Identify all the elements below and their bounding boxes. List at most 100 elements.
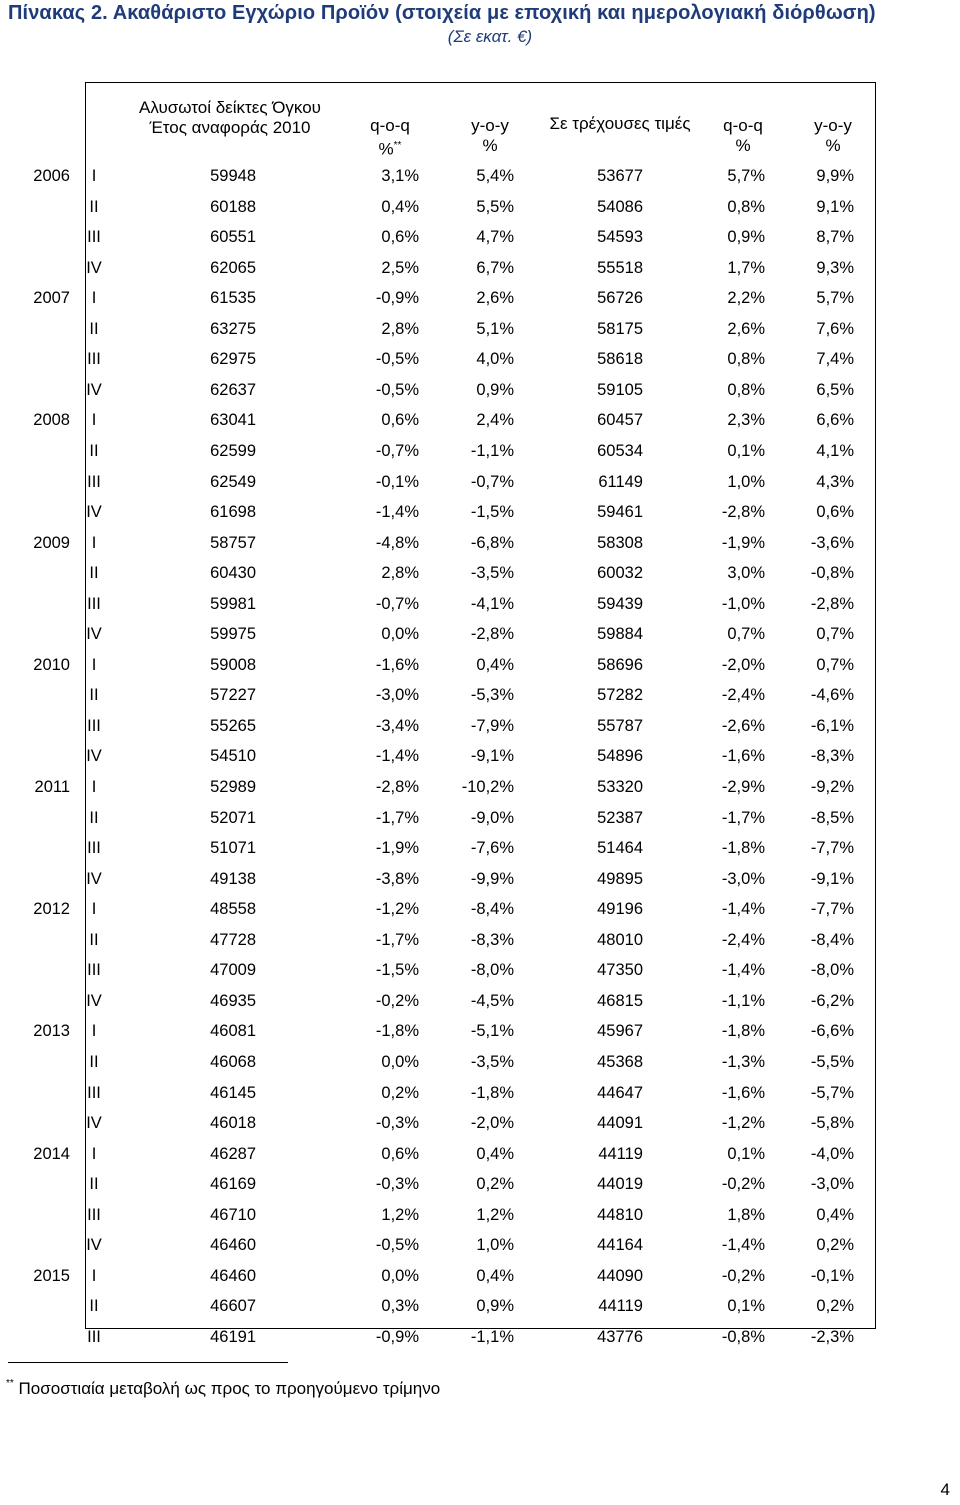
row-quarter: III [87,1206,101,1224]
row-volume-value: 51071 [210,839,256,857]
row-volume-qoq: -0,3% [375,1175,419,1193]
row-volume-yoy: 5,1% [476,320,514,338]
row-current-value: 59461 [597,503,643,521]
row-current-yoy: -9,1% [810,870,854,888]
row-current-value: 51464 [597,839,643,857]
row-current-qoq: 0,1% [727,1297,765,1315]
header-current-yoy-line2: % [825,136,841,155]
row-current-value: 54086 [597,198,643,216]
footnote-mark: ** [6,1378,14,1389]
row-year [0,1169,70,1199]
row-volume-yoy: 0,4% [476,1145,514,1163]
row-volume-qoq: -3,4% [375,717,419,735]
row-volume-yoy: -7,9% [470,717,514,735]
row-current-yoy: -0,8% [810,564,854,582]
row-current-value: 44810 [597,1206,643,1224]
row-current-value: 59439 [597,595,643,613]
row-current-yoy: -6,1% [810,717,854,735]
row-current-qoq: -2,4% [721,931,765,949]
row-volume-value: 62975 [210,350,256,368]
row-year [0,589,70,619]
row-volume-yoy: -1,1% [470,1328,514,1346]
row-volume-qoq: 0,6% [381,228,419,246]
row-volume-value: 60551 [210,228,256,246]
row-current-qoq: -1,4% [721,1236,765,1254]
row-current-yoy: -6,6% [810,1022,854,1040]
row-volume-qoq: -1,6% [375,656,419,674]
row-volume-qoq: -1,7% [375,809,419,827]
row-current-value: 54896 [597,747,643,765]
row-current-value: 44090 [597,1267,643,1285]
row-volume-yoy: 4,0% [476,350,514,368]
row-current-yoy: 4,1% [816,442,854,460]
row-year [0,467,70,497]
row-current-yoy: -2,3% [810,1328,854,1346]
row-year [0,222,70,252]
row-volume-qoq: 2,8% [381,320,419,338]
row-current-yoy: -3,6% [810,534,854,552]
row-volume-qoq: 0,4% [381,198,419,216]
row-volume-yoy: -9,1% [470,747,514,765]
row-current-qoq: 5,7% [727,167,765,185]
row-quarter: II [89,809,99,827]
row-current-yoy: 9,1% [816,198,854,216]
row-quarter: IV [86,259,102,277]
header-volume-index-line2: Έτος αναφοράς 2010 [149,118,311,137]
row-current-yoy: 0,2% [816,1297,854,1315]
row-current-value: 57282 [597,686,643,704]
row-year: 2007 [33,289,70,307]
row-current-qoq: 0,1% [727,442,765,460]
row-volume-value: 58757 [210,534,256,552]
row-volume-yoy: -10,2% [461,778,514,796]
row-volume-yoy: -4,5% [470,992,514,1010]
row-current-yoy: -0,1% [810,1267,854,1285]
row-year [0,1291,70,1321]
row-current-yoy: -5,7% [810,1084,854,1102]
row-year [0,1230,70,1260]
row-volume-yoy: 6,7% [476,259,514,277]
row-quarter: III [87,839,101,857]
table-rule-right [875,82,876,1329]
row-volume-value: 61535 [210,289,256,307]
row-current-value: 53320 [597,778,643,796]
row-volume-yoy: 5,4% [476,167,514,185]
row-current-value: 59884 [597,625,643,643]
row-volume-value: 49138 [210,870,256,888]
row-quarter: III [87,473,101,491]
row-volume-value: 46607 [210,1297,256,1315]
row-current-yoy: 9,3% [816,259,854,277]
row-current-yoy: -4,6% [810,686,854,704]
row-current-yoy: 7,6% [816,320,854,338]
row-volume-yoy: -8,0% [470,961,514,979]
row-year [0,344,70,374]
row-current-yoy: -5,8% [810,1114,854,1132]
row-quarter: I [91,900,97,918]
row-current-qoq: -1,3% [721,1053,765,1071]
row-current-qoq: 1,7% [727,259,765,277]
row-volume-yoy: 4,7% [476,228,514,246]
row-volume-yoy: 0,9% [476,1297,514,1315]
row-current-qoq: -2,6% [721,717,765,735]
row-volume-qoq: -1,8% [375,1022,419,1040]
row-current-value: 44647 [597,1084,643,1102]
row-volume-qoq: -0,1% [375,473,419,491]
row-volume-yoy: -6,8% [470,534,514,552]
row-volume-qoq: -1,2% [375,900,419,918]
row-volume-value: 62599 [210,442,256,460]
row-current-yoy: 0,7% [816,656,854,674]
row-current-yoy: -4,0% [810,1145,854,1163]
row-volume-value: 52071 [210,809,256,827]
row-volume-value: 62065 [210,259,256,277]
row-quarter: II [89,1297,99,1315]
row-current-yoy: -3,0% [810,1175,854,1193]
row-volume-value: 46018 [210,1114,256,1132]
row-current-value: 55787 [597,717,643,735]
row-volume-value: 46460 [210,1236,256,1254]
row-current-qoq: -1,0% [721,595,765,613]
row-current-qoq: -2,9% [721,778,765,796]
row-volume-yoy: 5,5% [476,198,514,216]
row-current-qoq: -1,2% [721,1114,765,1132]
row-year: 2009 [33,534,70,552]
row-year [0,833,70,863]
row-current-value: 44164 [597,1236,643,1254]
